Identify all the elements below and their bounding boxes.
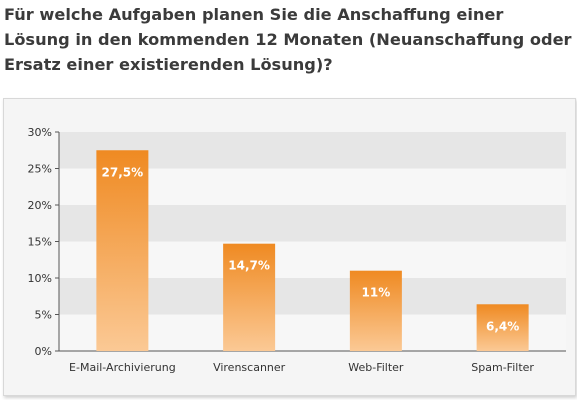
- y-tick-label: 5%: [35, 309, 52, 322]
- x-tick-label: Web-Filter: [348, 361, 404, 374]
- y-tick-label: 10%: [28, 272, 52, 285]
- y-tick-label: 20%: [28, 199, 52, 212]
- data-label: 6,4%: [486, 319, 519, 333]
- data-label: 14,7%: [228, 259, 270, 273]
- bar: [476, 304, 529, 351]
- bar: [96, 150, 149, 351]
- y-tick-label: 0%: [35, 345, 52, 358]
- y-tick-label: 15%: [28, 236, 52, 249]
- x-tick-label: E-Mail-Archivierung: [69, 361, 176, 374]
- y-tick-label: 25%: [28, 163, 52, 176]
- y-tick-label: 30%: [28, 126, 52, 139]
- bar: [349, 270, 402, 351]
- x-tick-label: Spam-Filter: [471, 361, 534, 374]
- chart-title: Für welche Aufgaben planen Sie die Ansch…: [4, 5, 572, 74]
- data-label: 27,5%: [102, 165, 144, 179]
- data-label: 11%: [362, 286, 391, 300]
- bar: [223, 243, 276, 351]
- x-tick-label: Virenscanner: [213, 361, 286, 374]
